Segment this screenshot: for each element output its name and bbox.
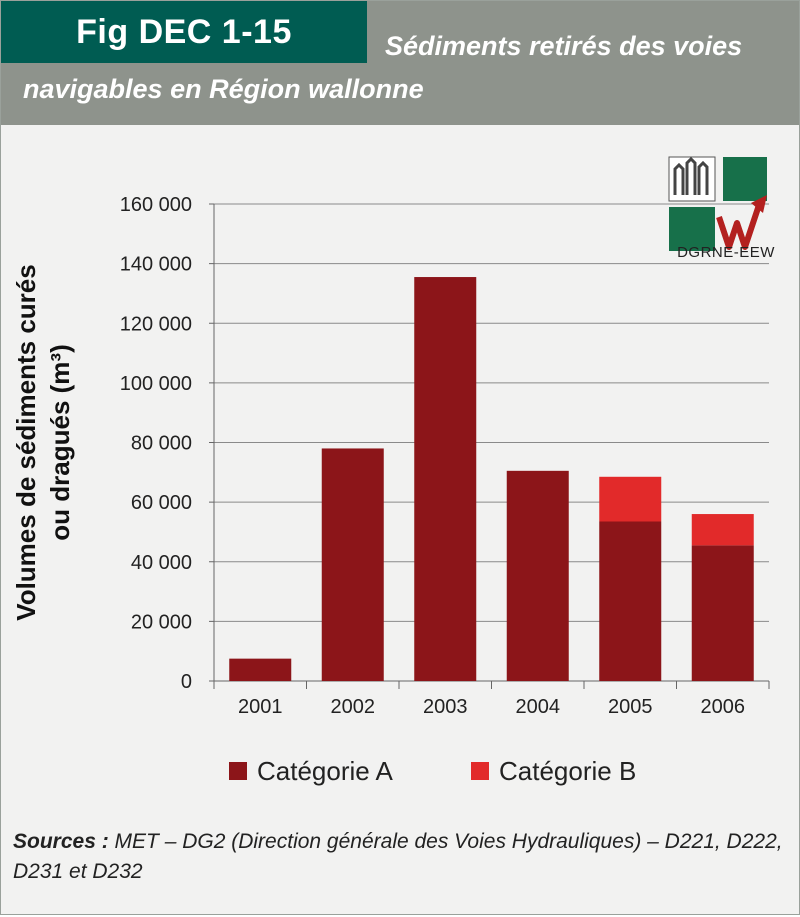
y-tick-label: 20 000 — [131, 611, 192, 633]
bar-categorie-b-2005 — [599, 476, 662, 522]
y-tick-label: 40 000 — [131, 552, 192, 574]
bar-categorie-b-2006 — [691, 514, 754, 546]
bar-categorie-a-2005 — [599, 521, 662, 681]
x-tick-label: 2004 — [516, 696, 561, 718]
y-axis-label-line-2: ou dragués (m³) — [45, 344, 75, 540]
y-axis-label-line-1: Volumes de sédiments curés — [11, 264, 41, 620]
bar-categorie-a-2001 — [229, 658, 292, 681]
x-tick-label: 2002 — [331, 696, 376, 718]
legend-label-categorie-a: Catégorie A — [257, 756, 394, 786]
sources-text: MET – DG2 (Direction générale des Voies … — [13, 830, 783, 883]
figure-title-line-1: Sédiments retirés des voies — [385, 31, 743, 61]
bar-categorie-a-2003 — [414, 277, 477, 681]
y-tick-label: 0 — [181, 671, 192, 693]
bar-categorie-a-2002 — [321, 448, 384, 681]
figure-title-line-2: navigables en Région wallonne — [23, 74, 424, 104]
legend-label-categorie-b: Catégorie B — [499, 756, 636, 786]
y-tick-label: 140 000 — [120, 254, 192, 276]
x-tick-label: 2003 — [423, 696, 468, 718]
y-tick-label: 160 000 — [120, 194, 192, 216]
bar-categorie-a-2004 — [506, 470, 569, 681]
logo-caption: DGRNE-EEW — [677, 244, 775, 261]
y-tick-label: 100 000 — [120, 373, 192, 395]
x-tick-label: 2001 — [238, 696, 283, 718]
x-tick-label: 2005 — [608, 696, 653, 718]
legend-swatch-categorie-a — [229, 762, 247, 780]
bar-categorie-a-2006 — [691, 545, 754, 681]
y-tick-label: 80 000 — [131, 433, 192, 455]
x-tick-label: 2006 — [701, 696, 746, 718]
legend-swatch-categorie-b — [471, 762, 489, 780]
figure-number: Fig DEC 1-15 — [1, 1, 367, 63]
y-tick-label: 120 000 — [120, 313, 192, 335]
sediment-bar-chart: 0 20 000 40 000 60 000 80 000 100 000 120 000 1… — [11, 194, 770, 786]
sources-note: Sources : MET – DG2 (Direction générale … — [13, 827, 783, 887]
figure-header: Fig DEC 1-15 Sédiments retirés des voies… — [1, 1, 799, 125]
dgrne-logo-icon — [668, 156, 767, 251]
sources-label: Sources : — [13, 830, 109, 853]
y-tick-label: 60 000 — [131, 492, 192, 514]
